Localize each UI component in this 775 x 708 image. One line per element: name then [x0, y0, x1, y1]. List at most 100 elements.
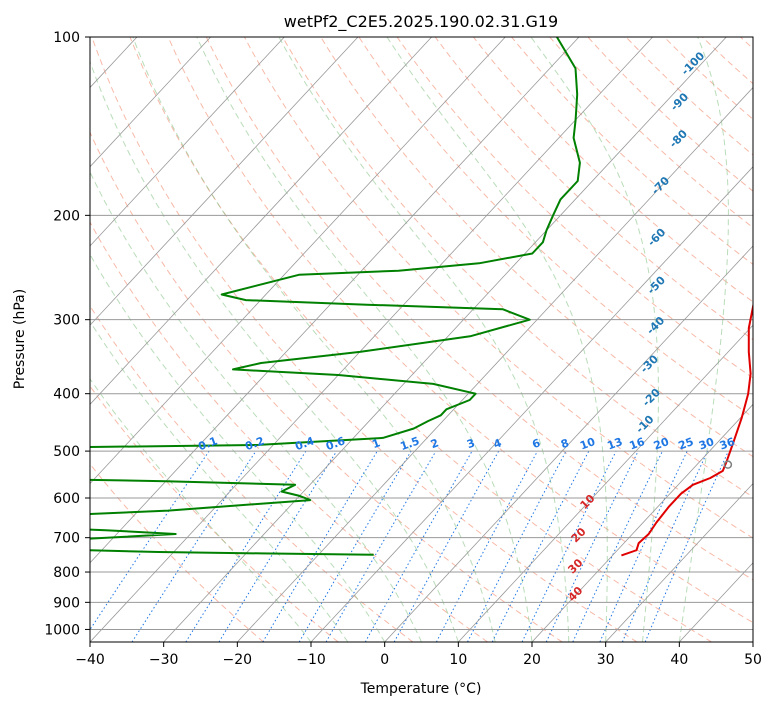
mixing-ratio-label: 10 — [578, 435, 597, 453]
mixing-ratio-label: 8 — [559, 436, 571, 451]
moist-adiabat — [90, 170, 422, 642]
isotherm-line — [605, 482, 753, 642]
dry-adiabat-label: 40 — [565, 584, 585, 604]
mixing-ratio-line — [393, 450, 500, 642]
mixing-ratio-label: 1 — [370, 436, 382, 451]
y-axis: 100 200 300 400 500 600 700 800 900 1000 — [44, 30, 90, 638]
moist-adiabat-label: -90 — [668, 90, 691, 113]
moist-adiabat — [678, 37, 729, 642]
plot-area: 0.1 0.2 0.4 0.6 1 1.5 2 3 4 6 8 10 13 16 20 25 30 36 -100 -… — [90, 37, 753, 642]
dry-adiabat — [549, 37, 753, 229]
moist-adiabat-label: -80 — [667, 127, 690, 150]
mixing-ratio-label: 1.5 — [399, 434, 422, 453]
curve-labels: 0.1 0.2 0.4 0.6 1 1.5 2 3 4 6 8 10 13 16 20 25 30 36 -100 -… — [196, 49, 736, 604]
mixing-ratio-line — [298, 450, 412, 642]
dry-adiabat — [701, 37, 753, 85]
isotherm-line — [90, 37, 285, 247]
y-axis-label: Pressure (hPa) — [12, 289, 28, 389]
mixing-ratio-label: 25 — [677, 435, 696, 452]
dry-adiabat — [320, 37, 753, 458]
y-tick-label: 600 — [53, 491, 80, 507]
isotherm-line — [90, 37, 432, 405]
dry-adiabat — [282, 37, 753, 498]
dry-adiabat — [358, 37, 753, 418]
y-tick-label: 700 — [53, 531, 80, 547]
isotherm-line — [90, 37, 211, 168]
mixing-ratio-label: 20 — [652, 435, 671, 453]
x-tick-label: 10 — [449, 652, 467, 668]
mixing-ratio-line — [599, 450, 688, 642]
mixing-ratio-label: 13 — [606, 435, 625, 452]
isotherm-line — [384, 245, 753, 642]
isotherm-line — [531, 403, 753, 642]
mixing-ratio-label: 2 — [429, 436, 441, 451]
y-tick-label: 100 — [53, 30, 80, 46]
mixing-ratio-label: 30 — [697, 435, 716, 453]
dry-adiabat — [90, 221, 488, 642]
mixing-ratio-line — [325, 450, 437, 642]
mixing-ratio-line — [621, 450, 709, 642]
dry-adiabat — [625, 37, 753, 156]
x-tick-label: 50 — [744, 652, 762, 668]
isotherm-line — [310, 166, 753, 642]
dry-adiabat — [90, 131, 563, 642]
mixing-ratio-line — [545, 450, 639, 642]
mixing-ratio-line — [131, 450, 257, 642]
moist-adiabat-label: -50 — [645, 273, 668, 296]
moist-adiabat — [278, 37, 570, 642]
chart-title: wetPf2_C2E5.2025.190.02.31.G19 — [284, 12, 558, 32]
mixing-ratio-label: 16 — [628, 435, 647, 453]
moist-adiabat — [90, 320, 349, 642]
mixing-ratio-label: 6 — [531, 436, 543, 451]
x-axis: −40 −30 −20 −10 0 10 20 30 40 50 — [75, 642, 762, 668]
mixing-ratio-line — [435, 450, 538, 642]
mixing-ratio-line — [262, 450, 378, 642]
moist-adiabat — [90, 253, 386, 642]
dry-adiabat — [244, 37, 753, 539]
mixing-ratio-line — [364, 450, 473, 642]
mixing-ratio-label: 3 — [465, 436, 477, 451]
moist-adiabat — [530, 37, 659, 642]
dry-adiabat-label: 10 — [578, 492, 598, 512]
x-tick-label: −10 — [296, 652, 326, 668]
dry-adiabat — [167, 37, 753, 624]
dry-adiabat — [91, 37, 638, 642]
dry-adiabat — [129, 37, 712, 642]
mixing-ratio-label: 0.4 — [293, 434, 316, 453]
temperature-profile-line — [621, 301, 753, 557]
moist-adiabat — [386, 37, 608, 642]
moist-adiabat — [132, 37, 496, 642]
dry-adiabat — [740, 37, 753, 50]
mixing-ratio-line — [491, 450, 590, 642]
dry-adiabat-label: 20 — [569, 525, 589, 545]
mixing-ratio-line — [218, 450, 338, 642]
moist-adiabat-label: -60 — [645, 226, 668, 249]
mixing-ratio-label: 4 — [492, 436, 504, 451]
moist-adiabat — [196, 37, 533, 642]
mixing-ratio-lines — [90, 450, 729, 642]
dry-adiabat — [90, 305, 414, 642]
mixing-ratio-line — [185, 450, 307, 642]
x-tick-label: −30 — [149, 652, 179, 668]
dewpoint-profile-line — [90, 37, 581, 556]
moist-adiabat-label: -40 — [644, 314, 667, 337]
x-axis-label: Temperature (°C) — [360, 681, 482, 697]
x-tick-label: 40 — [670, 652, 688, 668]
isobars — [90, 37, 753, 630]
moist-adiabat-label: -20 — [640, 386, 663, 409]
lcl-marker — [723, 460, 733, 469]
y-tick-label: 800 — [53, 565, 80, 581]
mixing-ratio-label: 0.6 — [324, 434, 347, 453]
mixing-ratio-label: 0.1 — [196, 434, 219, 453]
mixing-ratio-label: 36 — [718, 435, 737, 453]
isotherm-line — [90, 37, 580, 564]
dry-adiabat — [205, 37, 753, 581]
y-tick-label: 300 — [53, 313, 80, 329]
mixing-ratio-line — [572, 450, 663, 642]
mixing-ratio-line — [521, 450, 617, 642]
y-tick-label: 500 — [53, 444, 80, 460]
dry-adiabat — [473, 37, 753, 303]
isotherm-line — [237, 86, 753, 642]
x-tick-label: 20 — [523, 652, 541, 668]
plot-frame — [89, 36, 754, 643]
